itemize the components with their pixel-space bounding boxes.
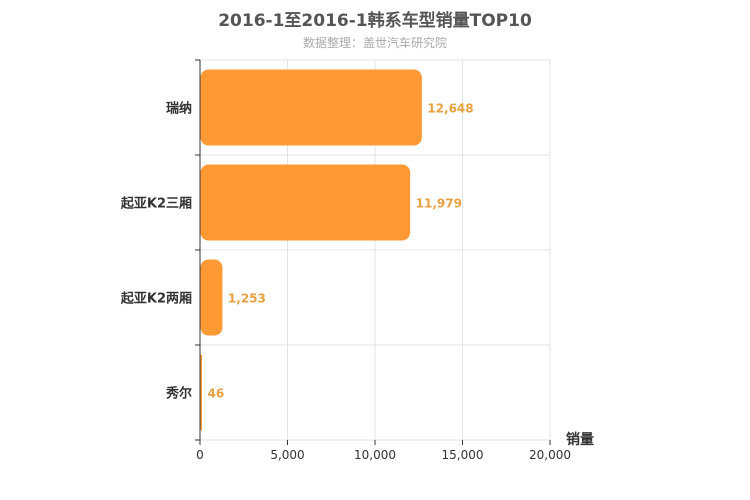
x-tick-label: 0 [196, 448, 204, 462]
data-label: 46 [208, 387, 225, 401]
bar [200, 354, 202, 431]
x-axis-title: 销量 [566, 431, 594, 448]
x-tick-label: 20,000 [529, 448, 571, 462]
data-label: 11,979 [416, 197, 462, 211]
category-label: 起亚K2三厢 [120, 196, 192, 212]
chart-subtitle: 数据整理：盖世汽车研究院 [302, 36, 447, 50]
chart-title: 2016-1至2016-1韩系车型销量TOP10 [218, 11, 532, 31]
category-label: 起亚K2两厢 [120, 291, 192, 307]
x-tick-label: 10,000 [354, 448, 396, 462]
bar [200, 164, 411, 241]
data-label: 1,253 [228, 292, 266, 306]
x-tick-label: 15,000 [442, 448, 484, 462]
bar [200, 69, 422, 146]
category-label: 瑞纳 [166, 101, 192, 117]
x-tick-label: 5,000 [270, 448, 304, 462]
category-label: 秀尔 [165, 386, 192, 402]
data-label: 12,648 [427, 102, 473, 116]
bar [200, 259, 223, 336]
